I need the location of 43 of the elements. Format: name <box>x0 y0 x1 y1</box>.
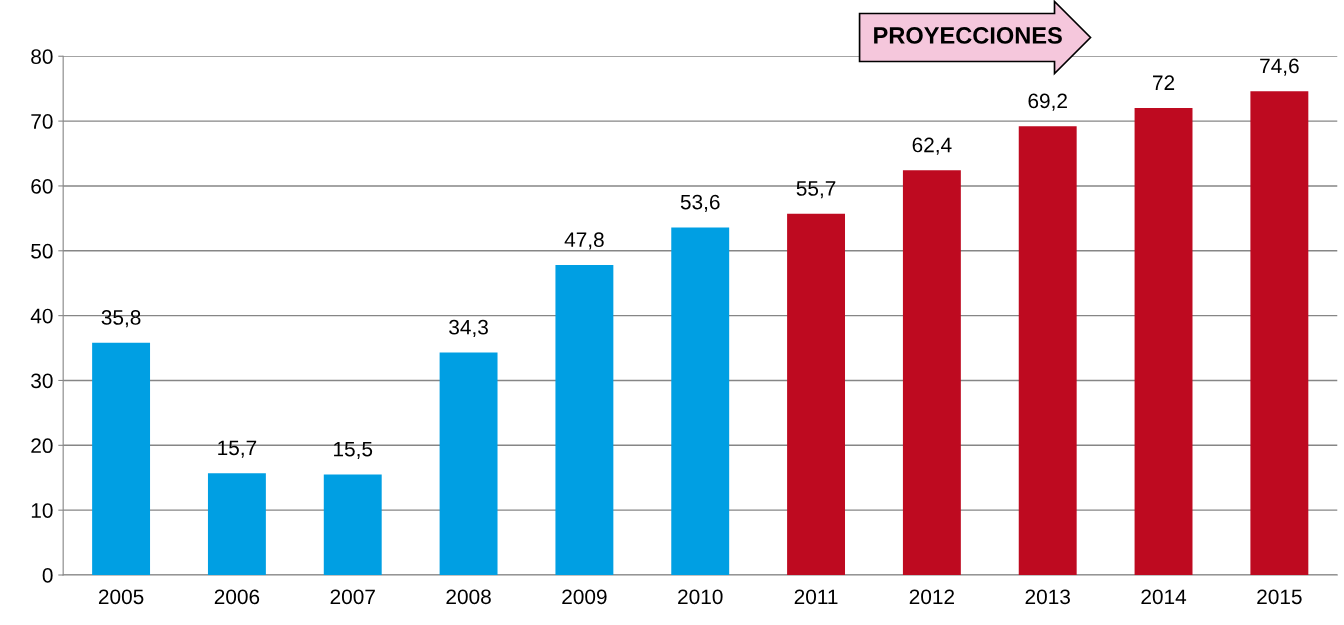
bar <box>1134 108 1193 575</box>
x-tick-label: 2009 <box>562 589 607 605</box>
y-tick-label: 70 <box>31 114 53 129</box>
bar <box>671 227 730 575</box>
y-tick-label: 20 <box>31 438 53 454</box>
data-label: 69,2 <box>1028 93 1067 111</box>
bar <box>555 265 614 575</box>
x-tick-label: 2014 <box>1141 589 1187 605</box>
y-tick-label: 30 <box>31 373 53 389</box>
y-tick-label: 80 <box>31 49 53 64</box>
bar <box>787 213 846 575</box>
bar <box>1018 126 1077 575</box>
data-label: 74,6 <box>1260 58 1299 76</box>
data-label: 35,8 <box>101 310 141 328</box>
data-label: 62,4 <box>912 137 952 155</box>
x-tick-label: 2012 <box>909 589 955 605</box>
data-label: 55,7 <box>796 181 836 199</box>
x-tick-label: 2010 <box>678 589 723 605</box>
text: PROYECCIONES <box>874 27 1062 44</box>
y-tick-label: 10 <box>31 503 53 518</box>
data-label: 47,8 <box>564 232 604 250</box>
data-label: 34,3 <box>449 319 488 338</box>
x-tick-label: 2011 <box>794 589 838 605</box>
x-tick-label: 2008 <box>446 589 491 605</box>
bar <box>92 342 151 575</box>
y-tick-label: 40 <box>30 308 53 324</box>
x-tick-label: 2005 <box>98 589 144 605</box>
x-tick-label: 2013 <box>1025 589 1070 605</box>
x-tick-label: 2007 <box>330 589 375 605</box>
bar <box>207 473 266 575</box>
bar <box>1250 91 1309 575</box>
data-label: 72 <box>1153 75 1175 90</box>
data-label: 15,5 <box>334 441 373 459</box>
bar <box>323 474 382 575</box>
x-tick-label: 2006 <box>214 589 260 605</box>
bar <box>902 170 961 575</box>
y-tick-label: 60 <box>31 178 53 194</box>
x-tick-label: 2015 <box>1257 589 1302 605</box>
y-tick-label: 0 <box>42 568 53 583</box>
data-label: 53,6 <box>680 194 720 212</box>
bar <box>439 352 498 575</box>
data-label: 15,7 <box>218 440 257 458</box>
y-tick-label: 50 <box>31 243 53 259</box>
